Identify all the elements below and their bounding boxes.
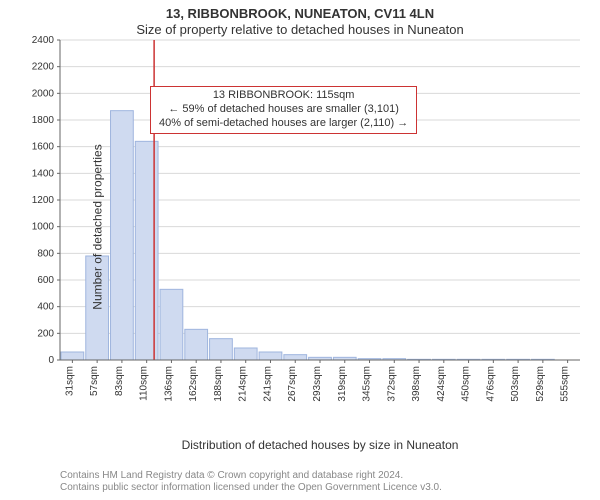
- svg-text:1200: 1200: [32, 195, 55, 206]
- svg-text:83sqm: 83sqm: [114, 366, 125, 396]
- chart-container: 13, RIBBONBROOK, NUNEATON, CV11 4LN Size…: [0, 0, 600, 500]
- svg-text:1400: 1400: [32, 168, 55, 179]
- svg-text:31sqm: 31sqm: [64, 366, 75, 396]
- svg-text:241sqm: 241sqm: [262, 366, 273, 402]
- annotation-line1: 13 RIBBONBROOK: 115sqm: [159, 89, 408, 103]
- svg-text:267sqm: 267sqm: [287, 366, 298, 402]
- svg-text:214sqm: 214sqm: [238, 366, 249, 402]
- svg-text:110sqm: 110sqm: [139, 366, 150, 401]
- page-title-desc: Size of property relative to detached ho…: [0, 22, 600, 37]
- svg-text:555sqm: 555sqm: [560, 366, 571, 402]
- svg-text:424sqm: 424sqm: [436, 366, 447, 402]
- svg-text:1600: 1600: [32, 142, 55, 153]
- svg-text:476sqm: 476sqm: [485, 366, 496, 402]
- svg-text:400: 400: [37, 302, 54, 313]
- svg-text:162sqm: 162sqm: [188, 366, 199, 402]
- svg-text:1800: 1800: [32, 115, 55, 126]
- annotation-line2: ← 59% of detached houses are smaller (3,…: [159, 103, 408, 117]
- svg-text:57sqm: 57sqm: [89, 366, 100, 396]
- credits-line1: Contains HM Land Registry data © Crown c…: [60, 470, 580, 482]
- page-title-address: 13, RIBBONBROOK, NUNEATON, CV11 4LN: [0, 6, 600, 21]
- x-axis-label: Distribution of detached houses by size …: [60, 438, 580, 452]
- svg-text:2200: 2200: [32, 62, 55, 73]
- svg-text:136sqm: 136sqm: [163, 366, 174, 402]
- y-axis-label: Number of detached properties: [91, 144, 105, 309]
- svg-text:2400: 2400: [32, 35, 55, 46]
- credits: Contains HM Land Registry data © Crown c…: [60, 470, 580, 494]
- svg-text:529sqm: 529sqm: [535, 366, 546, 402]
- svg-text:503sqm: 503sqm: [510, 366, 521, 402]
- svg-text:398sqm: 398sqm: [411, 366, 422, 402]
- annotation-box: 13 RIBBONBROOK: 115sqm ← 59% of detached…: [150, 86, 417, 134]
- svg-text:319sqm: 319sqm: [337, 366, 348, 402]
- svg-text:200: 200: [37, 328, 54, 339]
- annotation-line3: 40% of semi-detached houses are larger (…: [159, 117, 408, 131]
- svg-text:372sqm: 372sqm: [386, 366, 397, 402]
- svg-text:1000: 1000: [32, 222, 55, 233]
- svg-text:2000: 2000: [32, 88, 55, 99]
- svg-text:345sqm: 345sqm: [362, 366, 373, 402]
- svg-text:293sqm: 293sqm: [312, 366, 323, 402]
- svg-text:0: 0: [48, 355, 54, 366]
- plot-area: 0200400600800100012001400160018002000220…: [60, 40, 580, 400]
- svg-text:188sqm: 188sqm: [213, 366, 224, 402]
- svg-text:450sqm: 450sqm: [461, 366, 472, 402]
- svg-text:800: 800: [37, 248, 54, 259]
- credits-line2: Contains public sector information licen…: [60, 482, 580, 494]
- svg-text:600: 600: [37, 275, 54, 286]
